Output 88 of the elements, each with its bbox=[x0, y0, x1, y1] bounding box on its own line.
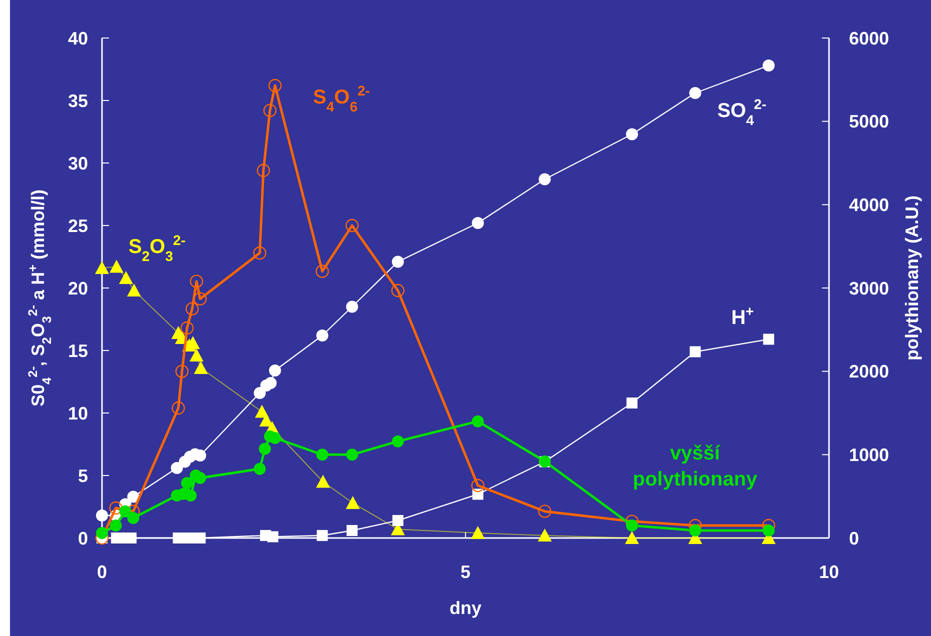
point bbox=[345, 218, 359, 232]
point bbox=[346, 525, 358, 536]
point bbox=[624, 531, 639, 544]
point bbox=[471, 478, 484, 492]
point bbox=[126, 284, 141, 296]
point bbox=[689, 524, 702, 536]
point bbox=[96, 510, 108, 522]
point bbox=[181, 477, 194, 489]
point bbox=[316, 530, 328, 541]
y2-tick-label: 3000 bbox=[849, 278, 890, 298]
y-tick-label: 15 bbox=[68, 340, 88, 361]
point bbox=[119, 505, 132, 518]
point bbox=[472, 415, 484, 428]
point bbox=[626, 520, 638, 532]
point bbox=[626, 128, 638, 140]
y2-tick-label: 5000 bbox=[849, 112, 890, 132]
point bbox=[170, 462, 183, 474]
point bbox=[258, 442, 271, 455]
point bbox=[392, 256, 404, 268]
point bbox=[472, 217, 484, 229]
point bbox=[264, 377, 277, 389]
point bbox=[690, 346, 701, 358]
point bbox=[109, 501, 122, 515]
point bbox=[762, 524, 775, 536]
point bbox=[127, 512, 140, 524]
point bbox=[763, 334, 774, 345]
x-tick-label: 0 bbox=[96, 562, 108, 582]
point bbox=[186, 302, 199, 316]
y-tick-label: 5 bbox=[78, 466, 88, 486]
point bbox=[110, 520, 122, 532]
point bbox=[316, 264, 329, 278]
y-tick-label: 0 bbox=[78, 528, 88, 548]
x-tick-label: 10 bbox=[818, 562, 840, 582]
y-tick-label: 20 bbox=[68, 278, 88, 298]
point bbox=[95, 261, 109, 274]
point bbox=[96, 527, 108, 539]
point bbox=[267, 531, 278, 542]
y-tick-label: 30 bbox=[68, 153, 88, 174]
point bbox=[392, 515, 404, 526]
y-tick-label: 10 bbox=[68, 403, 88, 424]
point bbox=[190, 274, 204, 288]
x-tick-label: 5 bbox=[460, 562, 471, 582]
point bbox=[175, 364, 189, 378]
point bbox=[391, 284, 404, 298]
point bbox=[180, 321, 194, 335]
y-tick-label: 25 bbox=[68, 216, 88, 236]
y-tick-label: 35 bbox=[68, 90, 88, 111]
y2-tick-label: 0 bbox=[849, 528, 860, 548]
point bbox=[254, 387, 266, 399]
y2-tick-label: 2000 bbox=[849, 362, 890, 382]
point bbox=[538, 504, 552, 518]
point bbox=[626, 398, 638, 408]
series-label: H$^{+}$ bbox=[731, 302, 754, 329]
point bbox=[268, 78, 282, 92]
point bbox=[184, 490, 197, 502]
point bbox=[263, 104, 277, 118]
x-axis-title: dny bbox=[449, 598, 482, 618]
point bbox=[269, 432, 282, 444]
point bbox=[269, 364, 282, 376]
point bbox=[316, 330, 328, 342]
point bbox=[470, 526, 485, 539]
series-label: vyšší polythionany bbox=[632, 442, 758, 490]
point bbox=[190, 348, 204, 362]
point bbox=[194, 361, 208, 374]
y2-tick-label: 6000 bbox=[849, 28, 890, 48]
point bbox=[392, 435, 404, 448]
point bbox=[346, 448, 358, 461]
point bbox=[538, 173, 551, 186]
point bbox=[538, 528, 552, 542]
point bbox=[110, 260, 124, 273]
y2-axis-title: polythionany (A.U.) bbox=[902, 196, 922, 360]
point bbox=[316, 474, 330, 488]
point bbox=[118, 271, 133, 284]
point bbox=[194, 292, 207, 306]
point bbox=[689, 87, 702, 99]
point bbox=[346, 300, 358, 313]
y2-tick-label: 1000 bbox=[849, 444, 890, 465]
point bbox=[172, 401, 185, 415]
point bbox=[127, 490, 140, 503]
point bbox=[762, 60, 775, 72]
y-tick-label: 40 bbox=[68, 28, 88, 48]
point bbox=[316, 448, 328, 461]
point bbox=[254, 462, 266, 475]
point bbox=[256, 164, 270, 178]
y2-tick-label: 4000 bbox=[849, 194, 890, 215]
point bbox=[194, 472, 206, 484]
point bbox=[253, 246, 266, 260]
point bbox=[346, 496, 360, 509]
